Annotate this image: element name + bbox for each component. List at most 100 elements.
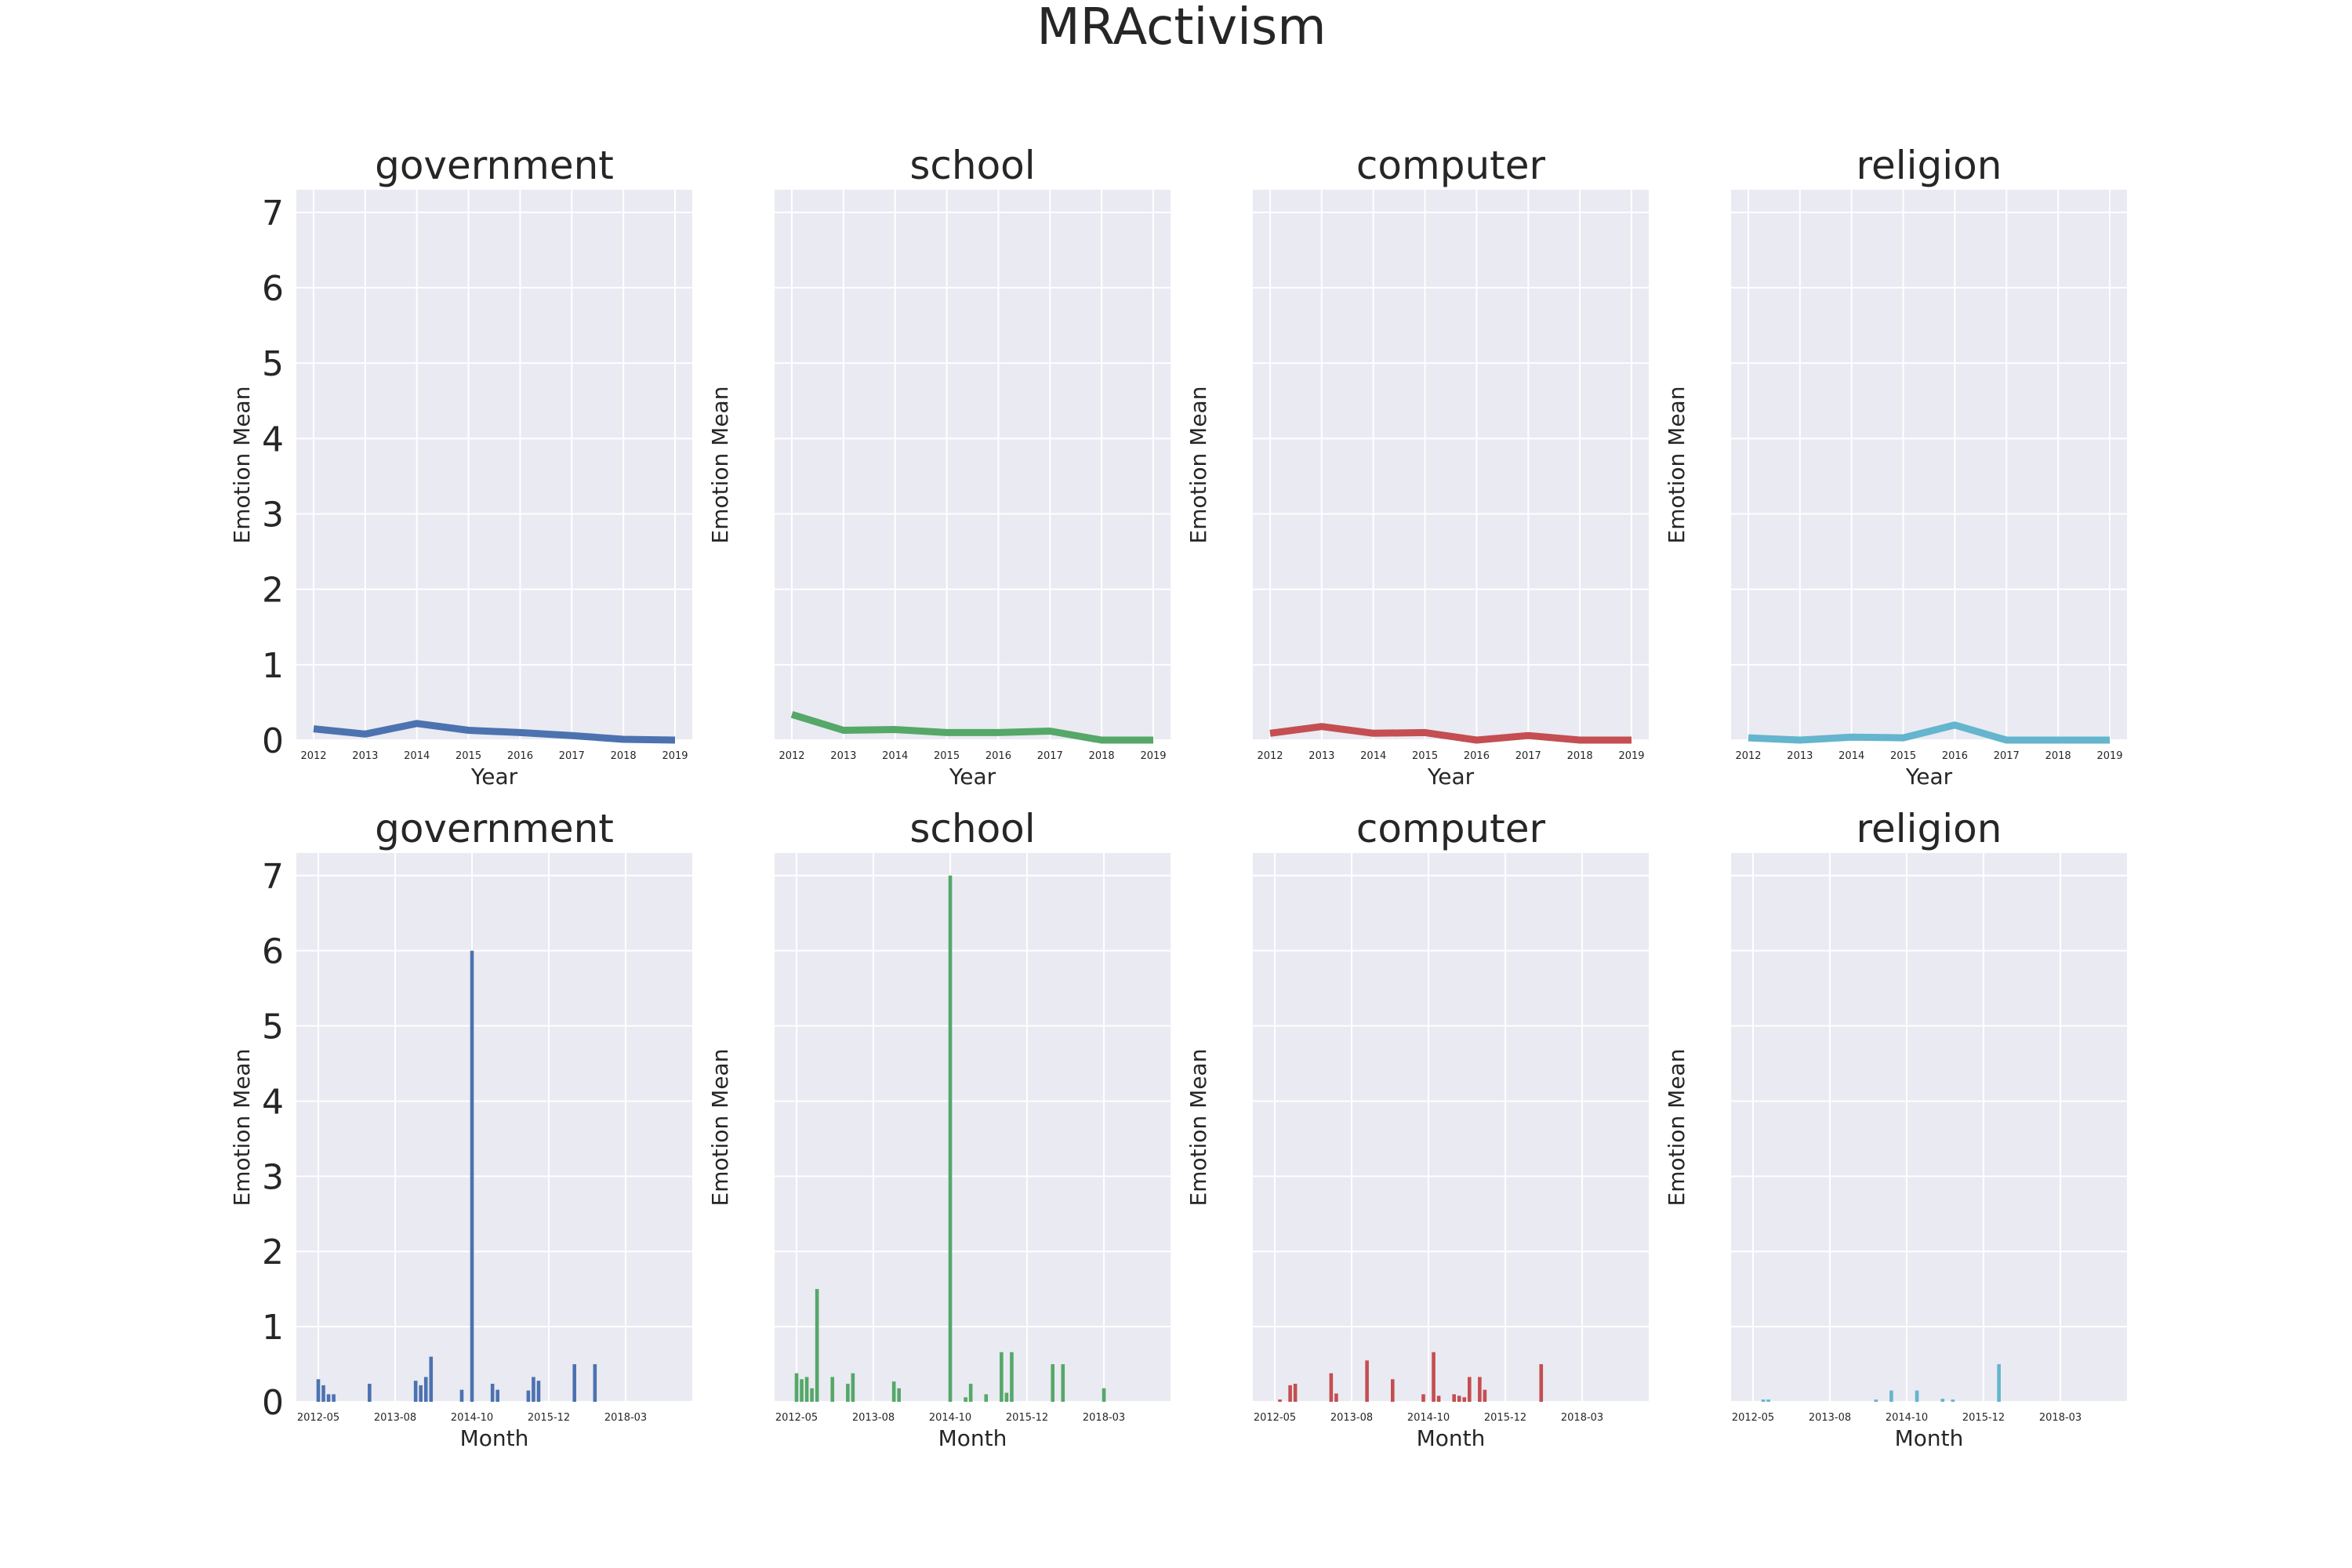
y-tick-label: 5 [262,1007,284,1047]
y-tick-label: 7 [262,857,284,897]
x-axis-label: Month [938,1425,1007,1451]
y-tick-label: 1 [262,646,284,686]
bar-school [810,1388,814,1402]
panels: 2012 2013 2014 2015 2016 2017 2018 201901234567… [229,143,2127,1451]
x-tick-label: 2015-12 [1006,1412,1048,1424]
bar-government [593,1364,597,1402]
x-tick-label: 2019 [2096,750,2122,762]
bar-computer [1421,1394,1425,1402]
bar-government [316,1379,321,1402]
x-tick-label: 2019 [1618,750,1644,762]
y-axis-label: Emotion Mean [1185,387,1211,544]
panel-monthly-computer-background [1253,853,1649,1402]
bar-government [536,1381,541,1402]
x-tick-label: 2015-12 [1962,1412,2005,1424]
y-axis-label: Emotion Mean [707,387,733,544]
bar-computer [1329,1373,1334,1402]
x-axis-label: Year [949,764,996,789]
bar-government [413,1381,418,1402]
panel-monthly-government: 2012-05 2013-08 2014-10 2015-12 2018-03 0 1 2 3 4… [229,806,692,1451]
bar-school [984,1394,989,1402]
x-tick-label: 2013-08 [374,1412,416,1424]
x-axis-label: Month [1417,1425,1486,1451]
x-tick-label: 2017 [1994,750,2020,762]
panel-title: school [909,143,1035,188]
x-tick-label: 2014 [404,750,430,762]
x-tick-label: 2013 [1787,750,1813,762]
x-axis-label: Year [1905,764,1953,789]
bar-government [526,1390,531,1402]
y-tick-label: 4 [262,419,284,459]
panel-title: religion [1857,143,2002,188]
x-tick-label: 2013-08 [1809,1412,1851,1424]
x-tick-label: 2015 [456,750,481,762]
series-line-religion [1748,721,2110,744]
bar-government [332,1394,336,1402]
x-tick-label: 2015 [934,750,960,762]
bar-religion [1889,1390,1893,1402]
x-tick-label: 2015-12 [1484,1412,1526,1424]
bar-religion [1940,1399,1945,1402]
y-tick-label: 0 [262,721,284,761]
x-tick-label: 2015 [1412,750,1438,762]
y-tick-label: 1 [262,1308,284,1348]
panel-title: government [375,806,614,851]
x-tick-label: 2017 [1037,750,1063,762]
x-axis-label: Year [1427,764,1475,789]
bar-school [846,1383,850,1402]
panel-monthly-computer: 2012-05 2013-08 2014-10 2015-12 2018-03 compu… [1185,806,1649,1451]
panel-title: government [375,143,614,188]
bar-government [532,1377,535,1402]
series-line-school [790,710,1153,744]
x-tick-label: 2018 [1567,750,1593,762]
x-tick-label: 2018-03 [1561,1412,1603,1424]
panel-yearly-computer-background [1253,190,1649,740]
bar-government [326,1394,331,1402]
bar-school [948,875,953,1402]
bar-religion [1874,1399,1878,1402]
x-tick-label: 2019 [1140,750,1166,762]
bar-computer [1432,1352,1436,1402]
x-tick-label: 2013-08 [1330,1412,1373,1424]
panel-monthly-government-background [296,853,692,1402]
x-tick-label: 2014-10 [1407,1412,1450,1424]
bar-school [851,1373,855,1402]
bar-school [1010,1352,1014,1402]
x-tick-label: 2012-05 [297,1412,339,1424]
x-tick-label: 2017 [559,750,585,762]
panel-yearly-school-background [775,190,1171,740]
x-tick-label: 2013 [352,750,378,762]
bar-computer [1436,1396,1441,1402]
x-tick-label: 2019 [662,750,688,762]
bar-school [1102,1388,1106,1402]
bar-government [321,1385,325,1402]
panel-title: religion [1857,806,2002,851]
x-tick-label: 2014-10 [1886,1412,1928,1424]
bar-government [419,1385,423,1402]
bar-computer [1278,1399,1282,1402]
bar-school [804,1377,809,1402]
y-axis-label: Emotion Mean [707,1049,733,1207]
panel-yearly-school: 2012 2013 2014 2015 2016 2017 2018 2019 school Ye… [707,143,1171,789]
bar-computer [1452,1394,1456,1402]
y-tick-label: 6 [262,932,284,972]
bar-school [968,1383,973,1402]
x-axis-label: Month [460,1425,529,1451]
x-tick-label: 2016 [985,750,1011,762]
bar-computer [1390,1379,1395,1402]
x-tick-label: 2018-03 [604,1412,647,1424]
bar-religion [1951,1399,1955,1402]
x-tick-label: 2016 [507,750,533,762]
bar-computer [1462,1397,1467,1402]
x-tick-label: 2018 [1089,750,1115,762]
x-tick-label: 2015 [1890,750,1916,762]
bar-religion [1761,1399,1766,1402]
y-axis-label: Emotion Mean [1185,1049,1211,1207]
bar-religion [1766,1399,1770,1402]
y-tick-label: 5 [262,344,284,384]
bar-religion [1915,1390,1919,1402]
series-line-computer [1269,723,1632,744]
bar-school [1051,1364,1055,1402]
y-tick-label: 7 [262,194,284,234]
panel-title: computer [1356,806,1546,851]
